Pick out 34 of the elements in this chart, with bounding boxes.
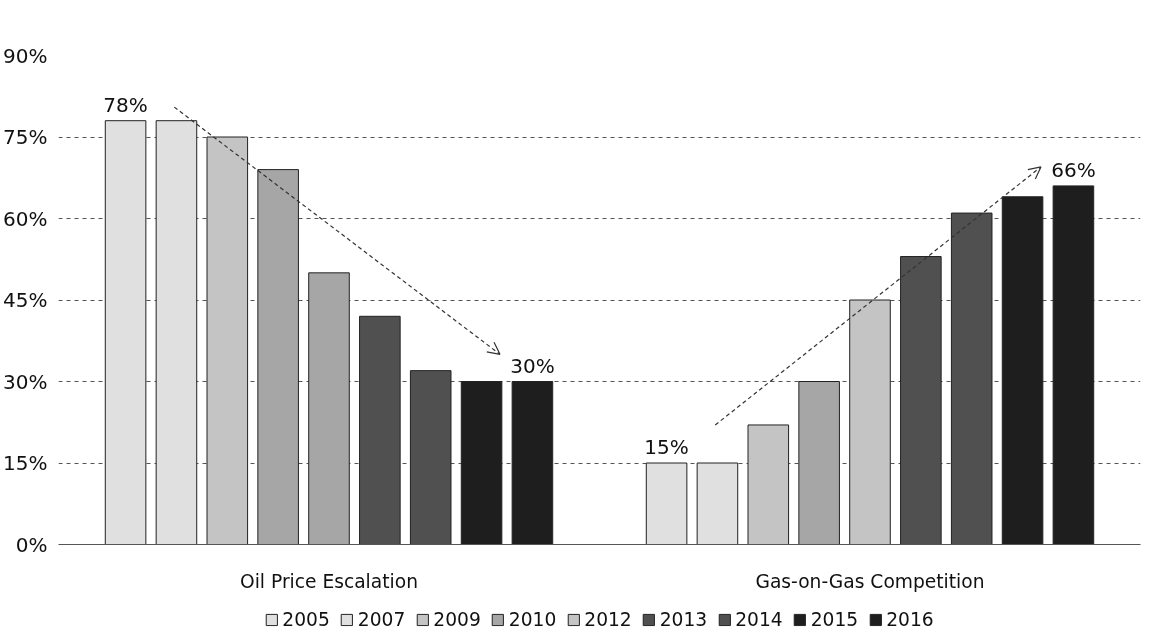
data-label: 30% [510,353,555,378]
legend-label: 2014 [735,608,783,630]
bar [104,120,147,545]
legend-label: 2015 [810,608,859,630]
data-label: 15% [644,435,689,459]
legend-label: 2013 [659,608,708,630]
bar [155,120,198,545]
y-tick-label: 15% [3,451,48,475]
legend-label: 2012 [584,608,632,630]
data-label: 66% [1051,157,1096,182]
bar [798,381,840,545]
x-tick-label: Oil Price Escalation [240,570,418,592]
bar [206,136,249,545]
legend-label: 2009 [433,608,481,630]
bar [257,169,299,545]
bar [645,462,688,545]
y-tick-label: 75% [3,125,48,149]
y-tick-label: 30% [3,369,48,394]
legend-label: 2005 [282,608,330,630]
bar [460,381,503,545]
y-tick-label: 90% [3,43,48,68]
bar [1001,196,1044,545]
y-tick-label: 0% [15,532,48,557]
bar [511,381,554,545]
legend-label: 2016 [886,608,934,630]
bar [1052,185,1095,545]
bar [696,462,739,545]
bar [747,424,790,545]
x-tick-label: Gas-on-Gas Competition [755,570,985,592]
y-tick-label: 45% [3,288,48,312]
legend-label: 2010 [508,608,557,630]
data-label: 78% [103,92,148,117]
legend-label: 2007 [357,608,406,630]
y-tick-label: 60% [3,206,48,231]
